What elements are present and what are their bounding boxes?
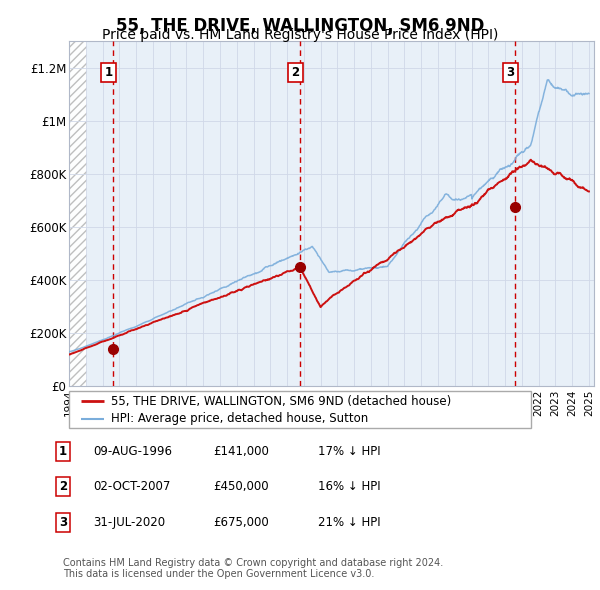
- Text: 09-AUG-1996: 09-AUG-1996: [93, 445, 172, 458]
- Text: 55, THE DRIVE, WALLINGTON, SM6 9ND: 55, THE DRIVE, WALLINGTON, SM6 9ND: [116, 17, 484, 35]
- Bar: [69, 41, 88, 386]
- Text: 3: 3: [506, 66, 515, 79]
- Text: £675,000: £675,000: [213, 516, 269, 529]
- Text: 17% ↓ HPI: 17% ↓ HPI: [318, 445, 380, 458]
- Text: £450,000: £450,000: [213, 480, 269, 493]
- Text: 02-OCT-2007: 02-OCT-2007: [93, 480, 170, 493]
- Text: Contains HM Land Registry data © Crown copyright and database right 2024.
This d: Contains HM Land Registry data © Crown c…: [63, 558, 443, 579]
- Text: 3: 3: [59, 516, 67, 529]
- Text: HPI: Average price, detached house, Sutton: HPI: Average price, detached house, Sutt…: [110, 412, 368, 425]
- Text: 1: 1: [104, 66, 112, 79]
- FancyBboxPatch shape: [69, 391, 531, 428]
- Text: Price paid vs. HM Land Registry's House Price Index (HPI): Price paid vs. HM Land Registry's House …: [102, 28, 498, 42]
- Text: 21% ↓ HPI: 21% ↓ HPI: [318, 516, 380, 529]
- Text: 1: 1: [59, 445, 67, 458]
- Text: 16% ↓ HPI: 16% ↓ HPI: [318, 480, 380, 493]
- Text: 55, THE DRIVE, WALLINGTON, SM6 9ND (detached house): 55, THE DRIVE, WALLINGTON, SM6 9ND (deta…: [110, 395, 451, 408]
- Text: 2: 2: [292, 66, 299, 79]
- Text: 31-JUL-2020: 31-JUL-2020: [93, 516, 165, 529]
- Text: 2: 2: [59, 480, 67, 493]
- Text: £141,000: £141,000: [213, 445, 269, 458]
